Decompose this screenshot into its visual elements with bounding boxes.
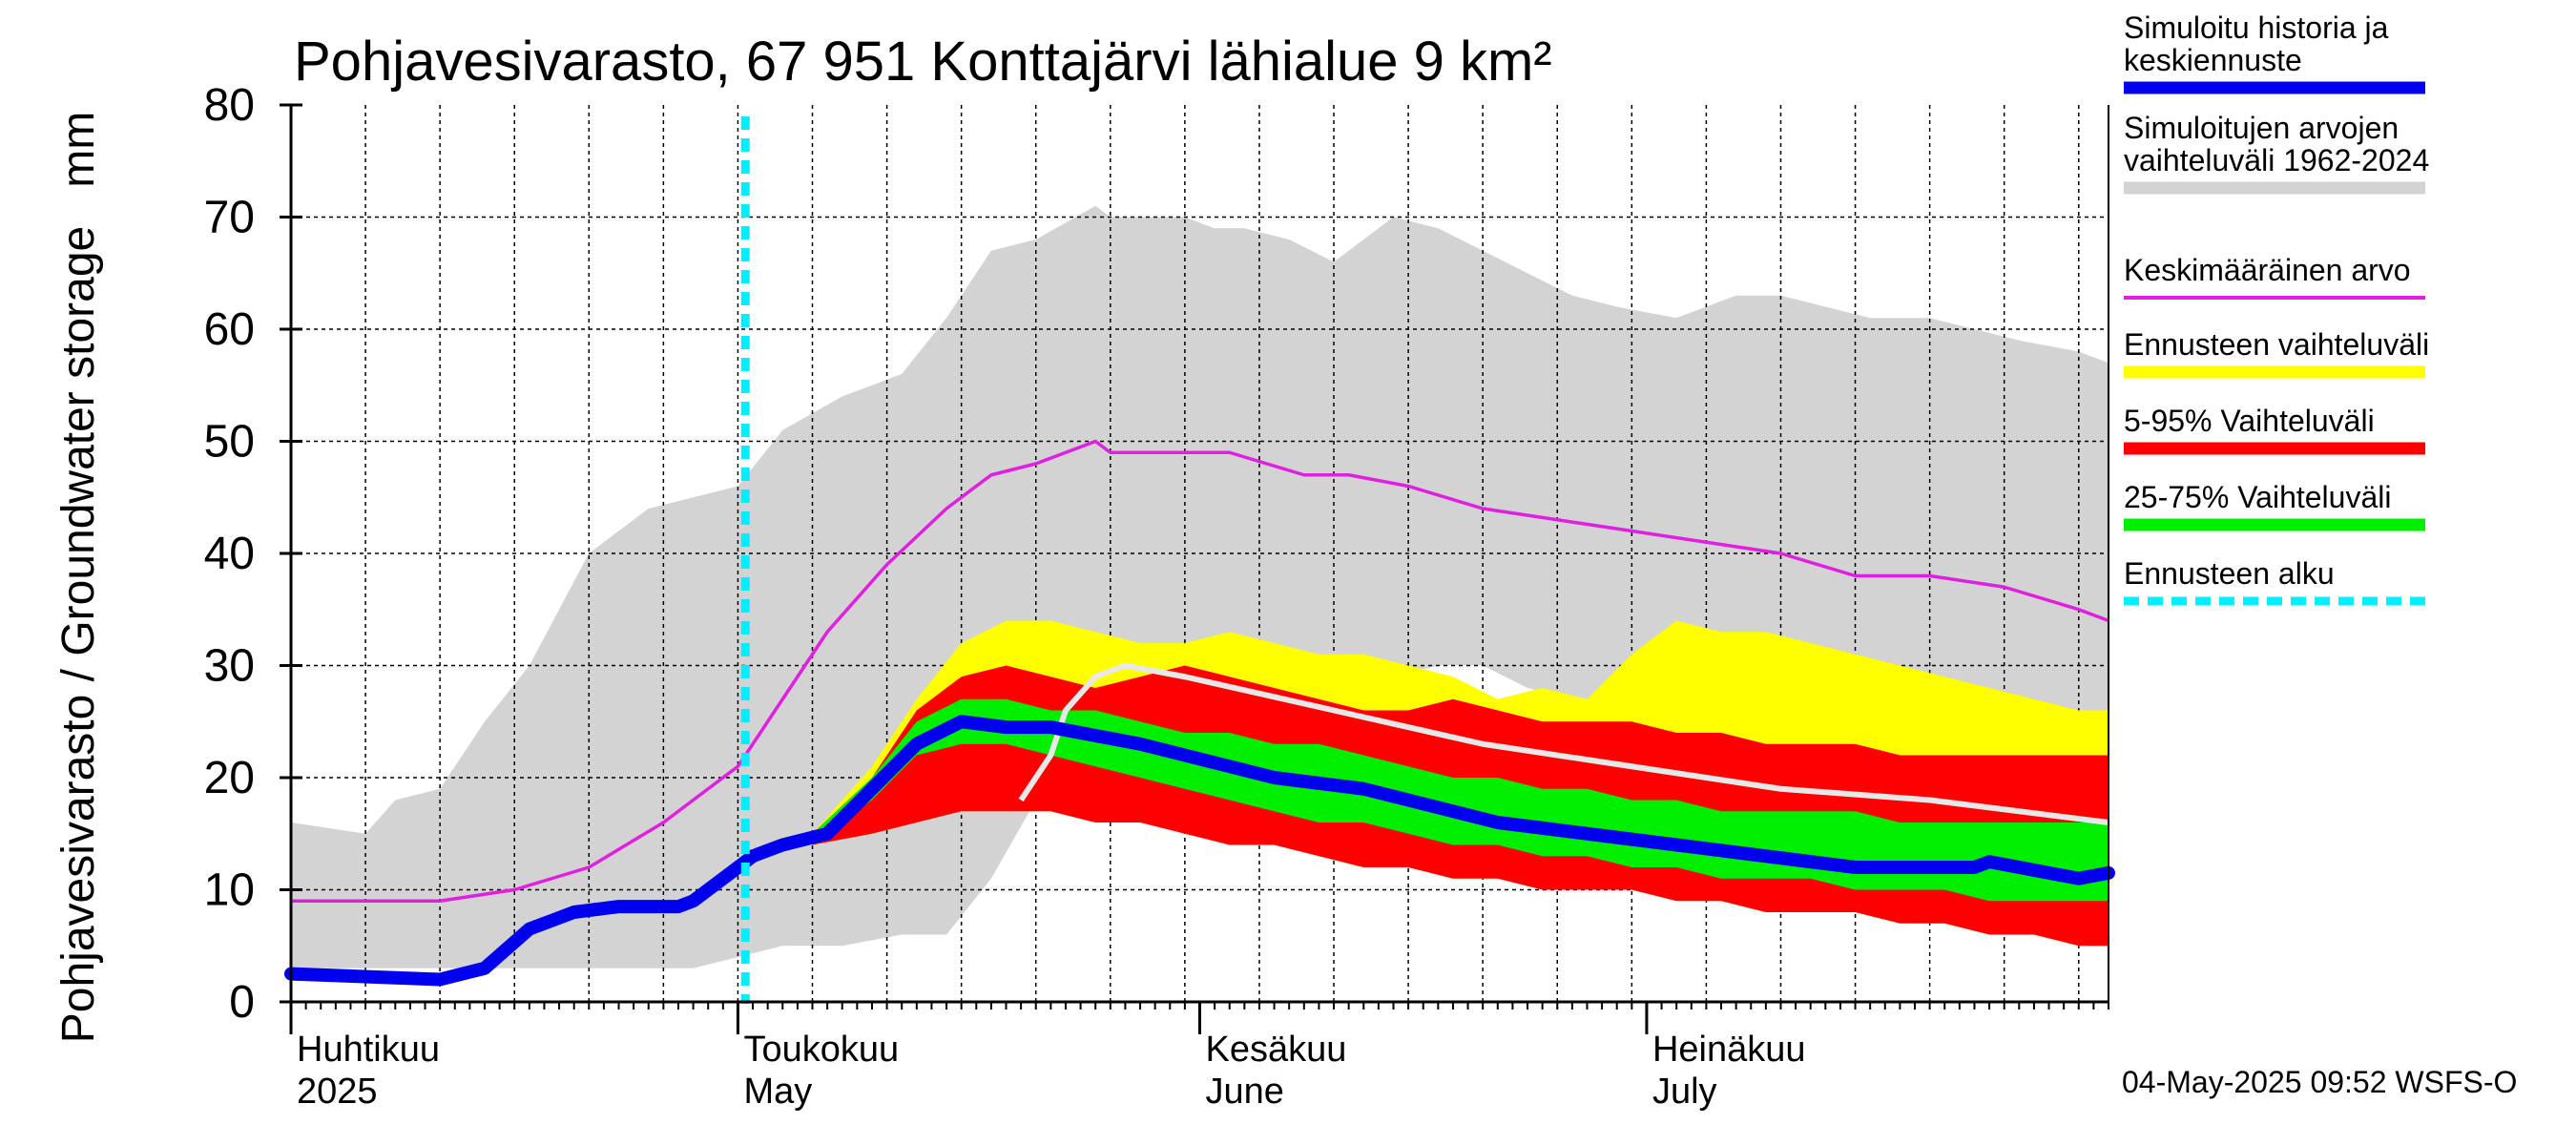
y-tick-label: 60 [204, 304, 255, 355]
series-lines [284, 116, 2115, 1004]
legend-label: 5-95% Vaihteluväli [2124, 404, 2375, 438]
y-tick-label: 20 [204, 753, 255, 803]
x-month-label-fi: Heinäkuu [1652, 1030, 1806, 1070]
legend-label: vaihteluväli 1962-2024 [2124, 143, 2429, 177]
x-month-label-fi: Toukokuu [743, 1030, 899, 1070]
forecast-bands [812, 620, 2109, 947]
footer-timestamp: 04-May-2025 09:52 WSFS-O [2122, 1065, 2517, 1099]
y-tick-label: 80 [204, 80, 255, 131]
x-month-label-en: 2025 [297, 1072, 378, 1112]
white-reference-line [1018, 662, 2109, 825]
x-month-label-en: June [1206, 1072, 1284, 1112]
simulated-median-line [284, 715, 2115, 987]
chart-title: Pohjavesivarasto, 67 951 Konttajärvi läh… [294, 31, 1552, 93]
x-month-label-fi: Kesäkuu [1206, 1030, 1347, 1070]
y-tick-label: 50 [204, 417, 255, 468]
mean-value-line [291, 439, 2109, 903]
x-month-label-fi: Huhtikuu [297, 1030, 440, 1070]
legend-label: Keskimääräinen arvo [2124, 253, 2411, 287]
x-month-label-en: May [743, 1072, 812, 1112]
legend-label: Simuloitujen arvojen [2124, 111, 2399, 145]
legend-label: Simuloitu historia ja [2124, 10, 2389, 45]
y-tick-label: 0 [229, 977, 255, 1028]
y-tick-label: 70 [204, 193, 255, 243]
legend-label: keskiennuste [2124, 43, 2302, 77]
x-month-label-en: July [1652, 1072, 1717, 1112]
legend-label: 25-75% Vaihteluväli [2124, 480, 2391, 514]
legend-label: Ennusteen alku [2124, 556, 2335, 591]
y-axis-ticks: 0 10 20 30 40 50 60 70 80 [204, 80, 302, 1028]
legend-label: Ennusteen vaihteluväli [2124, 327, 2429, 362]
y-axis-label: Pohjavesivarasto / Groundwater storage m… [53, 112, 104, 1043]
y-tick-label: 30 [204, 641, 255, 692]
y-tick-label: 10 [204, 865, 255, 916]
y-tick-label: 40 [204, 529, 255, 579]
